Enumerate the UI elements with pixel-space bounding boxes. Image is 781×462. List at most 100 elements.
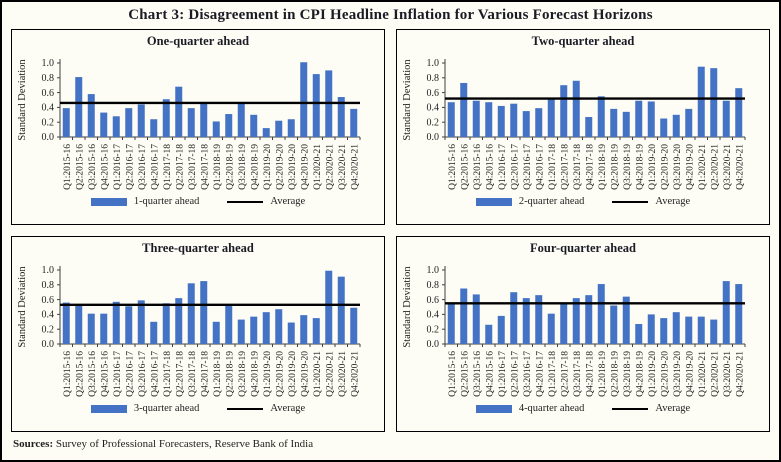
svg-text:Q2:2017-18: Q2:2017-18 xyxy=(560,351,570,397)
svg-text:Standard Deviation: Standard Deviation xyxy=(402,59,413,141)
svg-text:Q3:2018-19: Q3:2018-19 xyxy=(623,144,633,190)
svg-text:0.4: 0.4 xyxy=(42,103,55,114)
svg-text:Q4:2020-21: Q4:2020-21 xyxy=(350,351,360,397)
svg-text:Q1:2018-19: Q1:2018-19 xyxy=(213,144,223,190)
svg-text:Q4:2015-16: Q4:2015-16 xyxy=(485,351,495,397)
series-swatch xyxy=(90,404,127,413)
svg-text:Q1:2017-18: Q1:2017-18 xyxy=(163,144,173,190)
svg-text:Q2:2017-18: Q2:2017-18 xyxy=(560,144,570,190)
svg-text:Q2:2015-16: Q2:2015-16 xyxy=(75,144,85,190)
svg-text:0.8: 0.8 xyxy=(42,73,55,84)
svg-text:0.0: 0.0 xyxy=(42,339,55,350)
series-label: 2-quarter ahead xyxy=(518,196,585,207)
svg-text:Q4:2017-18: Q4:2017-18 xyxy=(585,144,595,190)
average-line-swatch xyxy=(612,200,649,203)
svg-text:Q1:2017-18: Q1:2017-18 xyxy=(163,351,173,397)
svg-text:Q4:2015-16: Q4:2015-16 xyxy=(100,351,110,397)
svg-text:0.2: 0.2 xyxy=(42,117,55,128)
series-swatch xyxy=(475,197,512,206)
svg-text:Q2:2017-18: Q2:2017-18 xyxy=(175,144,185,190)
svg-text:Q2:2016-17: Q2:2016-17 xyxy=(125,144,135,190)
svg-text:Q4:2017-18: Q4:2017-18 xyxy=(585,351,595,397)
average-line-swatch xyxy=(612,407,649,410)
svg-text:0.0: 0.0 xyxy=(42,132,55,143)
svg-text:Q4:2016-17: Q4:2016-17 xyxy=(150,144,160,190)
svg-text:Q3:2019-20: Q3:2019-20 xyxy=(288,351,298,397)
svg-text:Q2:2019-20: Q2:2019-20 xyxy=(660,144,670,190)
svg-text:Q1:2016-17: Q1:2016-17 xyxy=(498,144,508,190)
average-line-swatch xyxy=(227,407,264,410)
svg-text:Q3:2016-17: Q3:2016-17 xyxy=(523,144,533,190)
svg-text:0.6: 0.6 xyxy=(427,88,440,99)
svg-text:Q2:2018-19: Q2:2018-19 xyxy=(225,144,235,190)
svg-text:Q3:2017-18: Q3:2017-18 xyxy=(573,144,583,190)
subplot-title: Two-quarter ahead xyxy=(531,34,635,48)
svg-text:Q4:2017-18: Q4:2017-18 xyxy=(200,144,210,190)
average-label: Average xyxy=(270,403,306,414)
subplot-title: Three-quarter ahead xyxy=(142,241,254,255)
svg-text:Q4:2020-21: Q4:2020-21 xyxy=(350,144,360,190)
svg-text:Q1:2018-19: Q1:2018-19 xyxy=(598,144,608,190)
svg-text:0.2: 0.2 xyxy=(42,324,55,335)
svg-text:Q2:2018-19: Q2:2018-19 xyxy=(225,351,235,397)
svg-text:0.8: 0.8 xyxy=(42,280,55,291)
svg-text:Q3:2015-16: Q3:2015-16 xyxy=(88,144,98,190)
svg-text:Q4:2019-20: Q4:2019-20 xyxy=(685,351,695,397)
subplot-three-quarter-ahead: Three-quarter ahead 0.0 0.2 0.4 0.6 0.8 1.0 Q1… xyxy=(11,236,385,432)
svg-text:0.0: 0.0 xyxy=(427,339,440,350)
svg-text:0.4: 0.4 xyxy=(427,310,440,321)
svg-text:Q3:2017-18: Q3:2017-18 xyxy=(188,351,198,397)
svg-text:Q4:2018-19: Q4:2018-19 xyxy=(635,351,645,397)
svg-text:Q1:2015-16: Q1:2015-16 xyxy=(448,144,458,190)
svg-text:Q3:2017-18: Q3:2017-18 xyxy=(188,144,198,190)
svg-text:Q1:2018-19: Q1:2018-19 xyxy=(213,351,223,397)
subplot-title: One-quarter ahead xyxy=(146,34,250,48)
svg-text:Q1:2019-20: Q1:2019-20 xyxy=(648,351,658,397)
svg-text:Q1:2020-21: Q1:2020-21 xyxy=(313,144,323,190)
figure-title: Chart 3: Disagreement in CPI Headline In… xyxy=(128,7,653,23)
subplot-four-quarter-ahead: Four-quarter ahead 0.0 0.2 0.4 0.6 0.8 1.0 Q1:… xyxy=(396,236,770,432)
svg-text:Q2:2020-21: Q2:2020-21 xyxy=(325,351,335,397)
average-line-swatch xyxy=(227,200,264,203)
svg-text:Q3:2016-17: Q3:2016-17 xyxy=(138,144,148,190)
svg-text:Q3:2016-17: Q3:2016-17 xyxy=(523,351,533,397)
svg-text:Q4:2017-18: Q4:2017-18 xyxy=(200,351,210,397)
svg-text:0.0: 0.0 xyxy=(427,132,440,143)
svg-text:Q4:2016-17: Q4:2016-17 xyxy=(535,351,545,397)
svg-text:Q3:2018-19: Q3:2018-19 xyxy=(238,351,248,397)
svg-text:Q2:2016-17: Q2:2016-17 xyxy=(125,351,135,397)
svg-text:Q2:2015-16: Q2:2015-16 xyxy=(75,351,85,397)
svg-text:Q2:2019-20: Q2:2019-20 xyxy=(275,351,285,397)
svg-text:Q2:2019-20: Q2:2019-20 xyxy=(275,144,285,190)
svg-text:Q4:2015-16: Q4:2015-16 xyxy=(100,144,110,190)
svg-text:Q1:2019-20: Q1:2019-20 xyxy=(263,144,273,190)
svg-text:Q2:2015-16: Q2:2015-16 xyxy=(460,144,470,190)
svg-text:Q1:2015-16: Q1:2015-16 xyxy=(63,144,73,190)
bar-chart-two-quarter: 0.00.20.40.60.81.0Q1:2015-16 Q2:2015-16 Q3… xyxy=(402,58,746,190)
series-label: 4-quarter ahead xyxy=(518,403,585,414)
svg-text:Q3:2016-17: Q3:2016-17 xyxy=(138,351,148,397)
svg-text:Q4:2020-21: Q4:2020-21 xyxy=(735,351,745,397)
svg-text:Standard Deviation: Standard Deviation xyxy=(402,266,413,348)
svg-text:Q2:2020-21: Q2:2020-21 xyxy=(710,144,720,190)
subplot-two-quarter-ahead: Two-quarter ahead 0.0 0.2 0.4 0.6 0.8 1.0 Q1:2… xyxy=(396,29,770,225)
chart-legend: 1-quarter ahead Average xyxy=(90,196,305,207)
svg-text:1.0: 1.0 xyxy=(427,265,440,276)
svg-text:0.8: 0.8 xyxy=(427,73,440,84)
svg-text:0.4: 0.4 xyxy=(427,103,440,114)
svg-text:Q3:2015-16: Q3:2015-16 xyxy=(88,351,98,397)
svg-text:Q3:2019-20: Q3:2019-20 xyxy=(288,144,298,190)
svg-text:0.4: 0.4 xyxy=(42,310,55,321)
series-swatch xyxy=(475,404,512,413)
series-label: 3-quarter ahead xyxy=(133,403,200,414)
subplot-title: Four-quarter ahead xyxy=(530,241,636,255)
svg-text:Q1:2020-21: Q1:2020-21 xyxy=(313,351,323,397)
svg-text:Q4:2016-17: Q4:2016-17 xyxy=(150,351,160,397)
svg-text:Q4:2016-17: Q4:2016-17 xyxy=(535,144,545,190)
svg-text:1.0: 1.0 xyxy=(42,58,55,69)
svg-text:Q2:2015-16: Q2:2015-16 xyxy=(460,351,470,397)
svg-text:0.2: 0.2 xyxy=(427,324,440,335)
svg-text:0.6: 0.6 xyxy=(42,295,55,306)
svg-text:Q3:2018-19: Q3:2018-19 xyxy=(238,144,248,190)
